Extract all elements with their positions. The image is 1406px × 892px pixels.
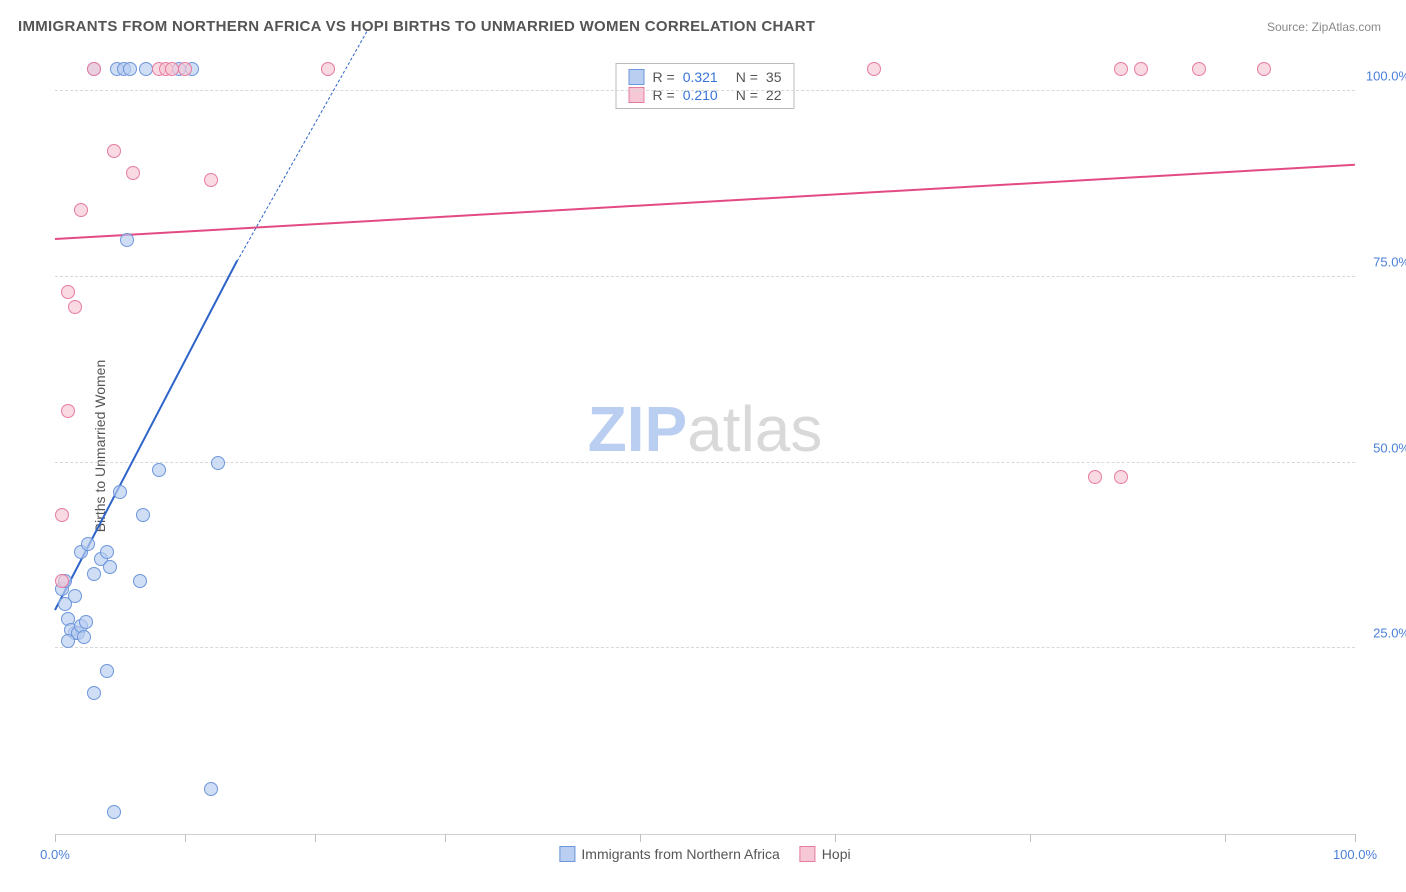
stats-row-hopi: R =0.210N =22 [629, 86, 782, 104]
data-point-nafrica [211, 456, 225, 470]
source-label: Source: ZipAtlas.com [1267, 20, 1381, 34]
y-tick-label: 50.0% [1360, 440, 1406, 455]
x-tick-label: 0.0% [40, 847, 70, 862]
data-point-nafrica [133, 574, 147, 588]
legend-swatch [800, 846, 816, 862]
data-point-nafrica [68, 589, 82, 603]
x-tick-label: 100.0% [1333, 847, 1377, 862]
data-point-hopi [107, 144, 121, 158]
data-point-hopi [1114, 62, 1128, 76]
data-point-hopi [55, 574, 69, 588]
stat-r-label: R = [653, 69, 675, 85]
data-point-hopi [61, 285, 75, 299]
legend-swatch [629, 69, 645, 85]
data-point-hopi [867, 62, 881, 76]
data-point-nafrica [87, 567, 101, 581]
data-point-nafrica [103, 560, 117, 574]
data-point-hopi [1192, 62, 1206, 76]
x-tick [1030, 834, 1031, 842]
chart-title: IMMIGRANTS FROM NORTHERN AFRICA VS HOPI … [18, 18, 815, 35]
watermark-zip: ZIP [588, 393, 688, 465]
gridline [55, 90, 1355, 91]
y-tick-label: 100.0% [1360, 69, 1406, 84]
y-tick-label: 75.0% [1360, 254, 1406, 269]
data-point-nafrica [61, 634, 75, 648]
x-tick [1355, 834, 1356, 842]
data-point-nafrica [81, 537, 95, 551]
data-point-nafrica [123, 62, 137, 76]
x-tick [315, 834, 316, 842]
data-point-hopi [321, 62, 335, 76]
data-point-nafrica [87, 686, 101, 700]
data-point-hopi [178, 62, 192, 76]
watermark: ZIPatlas [588, 392, 823, 466]
x-tick [185, 834, 186, 842]
x-tick [55, 834, 56, 842]
x-tick [445, 834, 446, 842]
data-point-nafrica [77, 630, 91, 644]
data-point-hopi [165, 62, 179, 76]
stat-n-label: N = [736, 69, 758, 85]
legend-swatch [559, 846, 575, 862]
x-tick [640, 834, 641, 842]
data-point-hopi [68, 300, 82, 314]
plot-area: ZIPatlas R =0.321N =35R =0.210N =22 Immi… [55, 55, 1355, 835]
data-point-nafrica [136, 508, 150, 522]
data-point-nafrica [113, 485, 127, 499]
data-point-nafrica [120, 233, 134, 247]
data-point-hopi [61, 404, 75, 418]
data-point-hopi [1134, 62, 1148, 76]
data-point-nafrica [100, 664, 114, 678]
data-point-hopi [1088, 470, 1102, 484]
gridline [55, 276, 1355, 277]
stats-row-nafrica: R = 0.321 N = 35 [629, 68, 782, 86]
stat-r-value: 0.321 [683, 69, 718, 85]
data-point-nafrica [204, 782, 218, 796]
data-point-nafrica [107, 805, 121, 819]
data-point-nafrica [139, 62, 153, 76]
watermark-atlas: atlas [687, 393, 822, 465]
legend-label: Immigrants from Northern Africa [581, 846, 779, 862]
data-point-hopi [1257, 62, 1271, 76]
x-tick [1225, 834, 1226, 842]
y-tick-label: 25.0% [1360, 626, 1406, 641]
data-point-hopi [55, 508, 69, 522]
data-point-hopi [87, 62, 101, 76]
data-point-nafrica [100, 545, 114, 559]
gridline [55, 647, 1355, 648]
x-axis-legend: Immigrants from Northern Africa Hopi [559, 846, 850, 862]
x-legend-item-hopi: Hopi [800, 846, 851, 862]
data-point-hopi [74, 203, 88, 217]
data-point-hopi [1114, 470, 1128, 484]
trend-line [55, 163, 1355, 239]
data-point-nafrica [152, 463, 166, 477]
correlation-stats-box: R = 0.321 N = 35R =0.210N =22 [616, 63, 795, 109]
x-tick [835, 834, 836, 842]
data-point-hopi [204, 173, 218, 187]
gridline [55, 462, 1355, 463]
data-point-hopi [126, 166, 140, 180]
legend-label: Hopi [822, 846, 851, 862]
x-legend-item-nafrica: Immigrants from Northern Africa [559, 846, 779, 862]
stat-n-value: 35 [766, 69, 782, 85]
data-point-nafrica [79, 615, 93, 629]
